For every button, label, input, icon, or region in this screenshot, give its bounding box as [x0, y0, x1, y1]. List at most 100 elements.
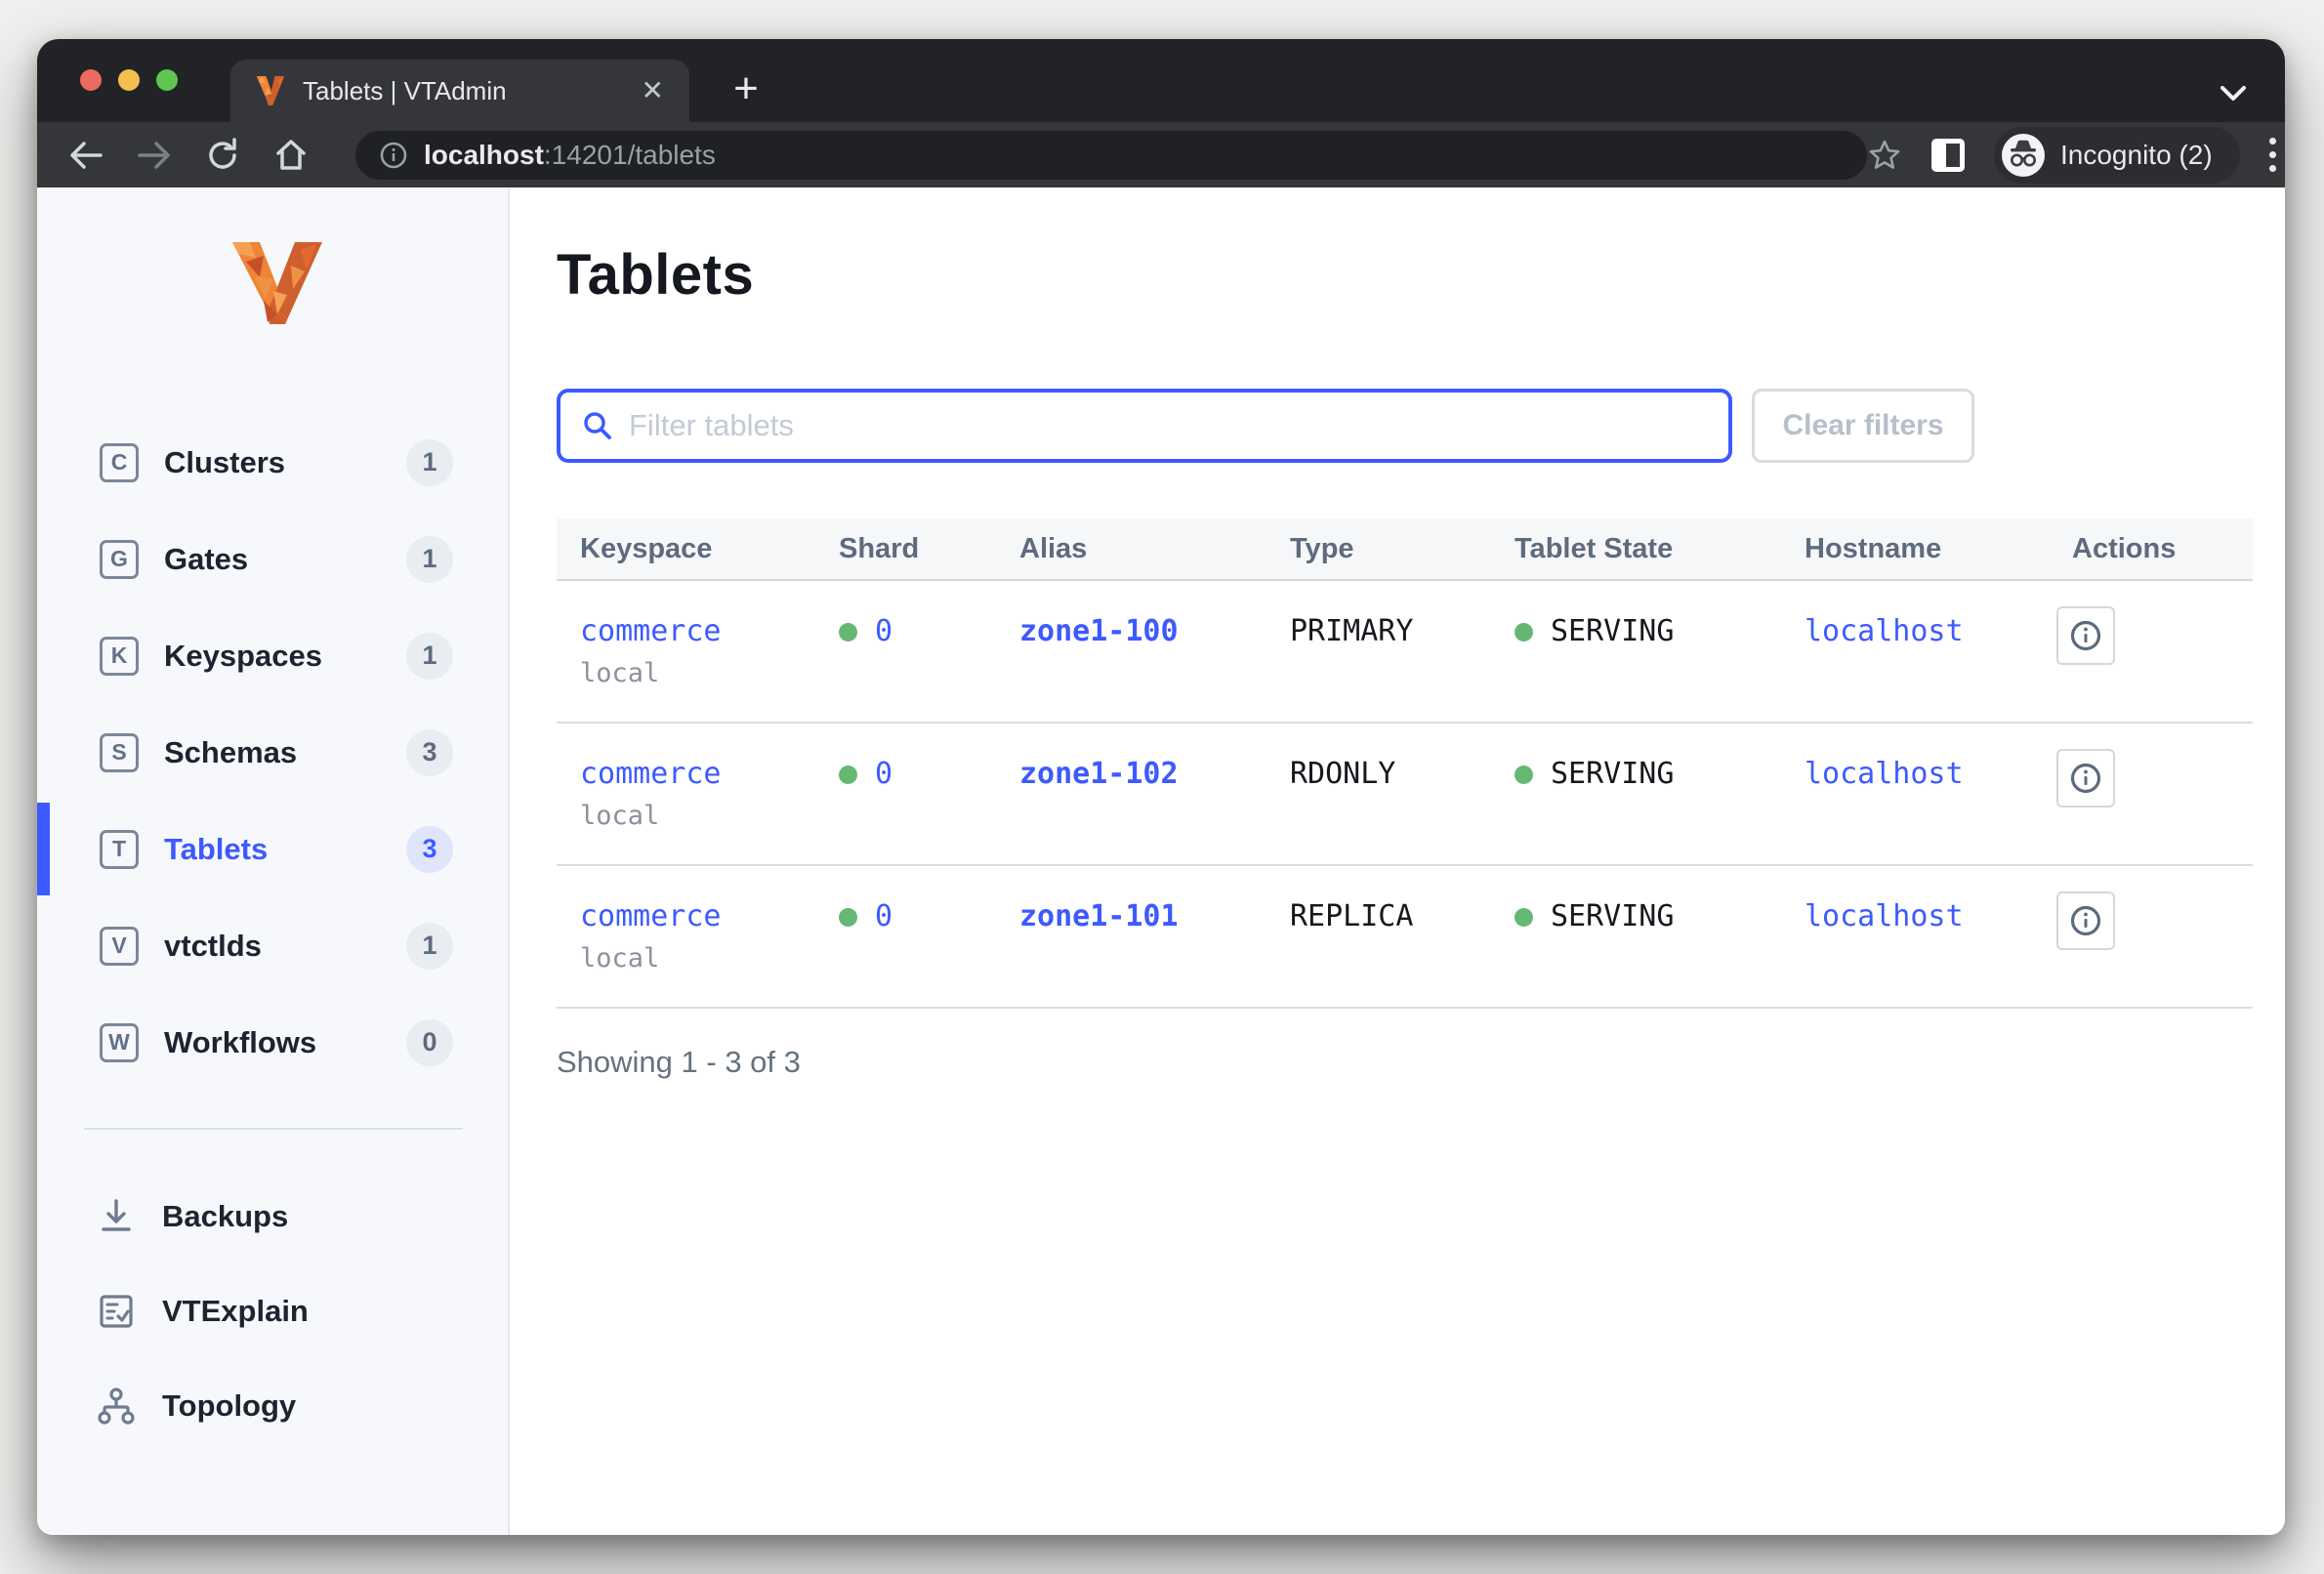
document-check-icon — [100, 1294, 133, 1328]
address-bar[interactable]: localhost:14201/tablets — [355, 130, 1867, 180]
shard-link[interactable]: 0 — [875, 757, 893, 791]
incognito-icon — [2002, 133, 2045, 177]
active-indicator — [37, 803, 50, 895]
col-tablet-state: Tablet State — [1491, 518, 1781, 581]
side-panel-icon[interactable] — [1931, 138, 1965, 172]
close-window-button[interactable] — [80, 69, 102, 91]
col-actions: Actions — [2049, 518, 2253, 581]
sidebar-item-topology[interactable]: Topology — [37, 1358, 508, 1453]
sidebar-divider — [84, 1128, 463, 1130]
reload-icon[interactable] — [203, 136, 242, 175]
sidebar-item-schemas[interactable]: S Schemas 3 — [37, 704, 508, 801]
sidebar-item-backups[interactable]: Backups — [37, 1169, 508, 1263]
tab-search-chevron-icon[interactable] — [2217, 83, 2250, 104]
minimize-window-button[interactable] — [118, 69, 140, 91]
tablet-state: SERVING — [1551, 899, 1675, 933]
sidebar-item-tablets[interactable]: T Tablets 3 — [37, 801, 508, 897]
search-icon — [584, 412, 611, 439]
tablet-type: REPLICA — [1266, 865, 1491, 1009]
new-tab-button[interactable]: + — [733, 64, 759, 112]
sidebar-item-clusters[interactable]: C Clusters 1 — [37, 414, 508, 511]
hostname-link[interactable]: localhost — [1805, 757, 1964, 791]
serving-status-dot — [1515, 908, 1533, 927]
browser-menu-icon[interactable] — [2268, 138, 2276, 172]
alias-link[interactable]: zone1-101 — [1019, 899, 1179, 933]
tablet-info-button[interactable] — [2056, 606, 2115, 665]
shard-status-dot — [839, 623, 857, 642]
workflows-icon: W — [100, 1022, 139, 1062]
col-type: Type — [1266, 518, 1491, 581]
tablet-type: PRIMARY — [1266, 580, 1491, 724]
table-row: commerce local 0 zone1-101 REPLICA SERVI… — [557, 865, 2253, 1009]
page-title: Tablets — [557, 243, 755, 307]
clear-filters-button[interactable]: Clear filters — [1752, 389, 1974, 463]
sidebar-item-keyspaces[interactable]: K Keyspaces 1 — [37, 607, 508, 704]
clusters-count-badge: 1 — [406, 438, 453, 486]
filter-tablets-input[interactable] — [629, 408, 1707, 443]
col-keyspace: Keyspace — [557, 518, 815, 581]
tablet-info-button[interactable] — [2056, 891, 2115, 950]
shard-link[interactable]: 0 — [875, 614, 893, 648]
serving-status-dot — [1515, 623, 1533, 642]
keyspaces-count-badge: 1 — [406, 632, 453, 680]
info-icon — [2070, 763, 2101, 794]
tablet-state: SERVING — [1551, 757, 1675, 791]
col-alias: Alias — [996, 518, 1266, 581]
gates-icon: G — [100, 539, 139, 579]
col-shard: Shard — [815, 518, 996, 581]
toolbar-right: Incognito (2) — [1867, 126, 2285, 184]
keyspace-link[interactable]: commerce — [580, 757, 722, 791]
schemas-icon: S — [100, 732, 139, 772]
hostname-link[interactable]: localhost — [1805, 614, 1964, 648]
sidebar-item-vtctlds[interactable]: V vtctlds 1 — [37, 897, 508, 994]
sidebar: C Clusters 1 G Gates 1 K Keyspaces 1 — [37, 187, 510, 1535]
filter-box — [557, 389, 1732, 463]
serving-status-dot — [1515, 766, 1533, 784]
profile-badge[interactable]: Incognito (2) — [1994, 126, 2240, 184]
tab-tablets-vtadmin[interactable]: Tablets | VTAdmin ✕ — [230, 60, 689, 122]
forward-icon[interactable] — [135, 136, 174, 175]
keyspace-link[interactable]: commerce — [580, 899, 722, 933]
bookmark-star-icon[interactable] — [1867, 138, 1902, 173]
clusters-icon: C — [100, 442, 139, 482]
keyspace-link[interactable]: commerce — [580, 614, 722, 648]
tablet-type: RDONLY — [1266, 723, 1491, 866]
url-host: localhost — [424, 139, 544, 170]
tablet-info-button[interactable] — [2056, 749, 2115, 808]
browser-window: Tablets | VTAdmin ✕ + localhost:14201/ta… — [37, 39, 2285, 1535]
col-hostname: Hostname — [1781, 518, 2049, 581]
url-path: :14201/tablets — [543, 139, 716, 170]
sidebar-item-vtexplain[interactable]: VTExplain — [37, 1263, 508, 1358]
cluster-label: local — [580, 943, 660, 973]
sidebar-item-gates[interactable]: G Gates 1 — [37, 511, 508, 607]
table-header-row: Keyspace Shard Alias Type Tablet State H… — [557, 518, 2253, 581]
vitess-favicon — [256, 76, 285, 105]
browser-toolbar: localhost:14201/tablets Incognito (2) — [37, 122, 2285, 187]
workflows-count-badge: 0 — [406, 1018, 453, 1066]
shard-status-dot — [839, 766, 857, 784]
alias-link[interactable]: zone1-102 — [1019, 757, 1179, 791]
tab-strip: Tablets | VTAdmin ✕ + — [37, 39, 2285, 122]
incognito-label: Incognito (2) — [2060, 139, 2213, 170]
zoom-window-button[interactable] — [156, 69, 178, 91]
sidebar-tools: Backups VTExplain — [37, 1169, 508, 1453]
tab-title: Tablets | VTAdmin — [303, 75, 507, 105]
tab-close-icon[interactable]: ✕ — [641, 75, 664, 105]
page-content: C Clusters 1 G Gates 1 K Keyspaces 1 — [37, 187, 2285, 1535]
alias-link[interactable]: zone1-100 — [1019, 614, 1179, 648]
vtctlds-icon: V — [100, 926, 139, 966]
vitess-logo — [230, 236, 324, 330]
tablets-count-badge: 3 — [406, 825, 453, 873]
info-icon — [2070, 905, 2101, 936]
home-icon[interactable] — [271, 136, 311, 175]
site-info-icon[interactable] — [379, 141, 408, 170]
window-controls — [80, 69, 178, 91]
topology-icon — [98, 1387, 135, 1425]
sidebar-item-workflows[interactable]: W Workflows 0 — [37, 994, 508, 1091]
download-icon — [102, 1198, 131, 1231]
url-text: localhost:14201/tablets — [424, 140, 716, 171]
tablet-state: SERVING — [1551, 614, 1675, 648]
back-icon[interactable] — [66, 136, 105, 175]
shard-link[interactable]: 0 — [875, 899, 893, 933]
hostname-link[interactable]: localhost — [1805, 899, 1964, 933]
